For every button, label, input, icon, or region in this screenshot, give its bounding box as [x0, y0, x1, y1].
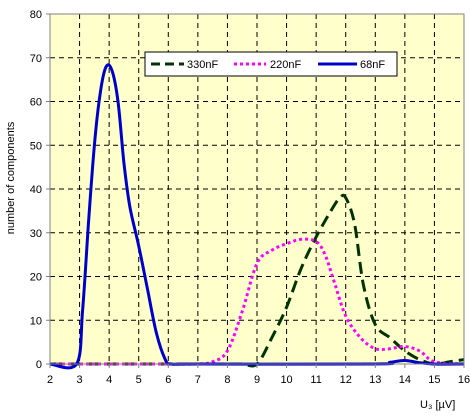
- x-tick-label: 7: [195, 374, 201, 386]
- x-tick-label: 16: [458, 374, 470, 386]
- y-tick-label: 20: [30, 272, 42, 284]
- x-tick-label: 12: [340, 374, 352, 386]
- y-axis-label: number of components: [5, 121, 17, 234]
- y-tick-label: 70: [30, 53, 42, 65]
- y-tick-label: 50: [30, 140, 42, 152]
- x-tick-label: 4: [106, 374, 112, 386]
- x-tick-label: 11: [310, 374, 321, 386]
- legend-label-68nf: 68nF: [360, 59, 385, 71]
- y-axis: 0 10 20 30 40 50 60 70 80: [30, 9, 50, 371]
- x-tick-label: 13: [369, 374, 381, 386]
- y-tick-label: 80: [30, 9, 42, 21]
- legend-label-220nf: 220nF: [270, 59, 301, 71]
- y-tick-label: 10: [30, 315, 42, 327]
- y-tick-label: 30: [30, 228, 42, 240]
- x-tick-label: 5: [136, 374, 142, 386]
- x-tick-label: 15: [428, 374, 440, 386]
- x-tick-label: 8: [224, 374, 230, 386]
- x-tick-label: 6: [165, 374, 171, 386]
- x-tick-label: 2: [47, 374, 53, 386]
- y-tick-label: 0: [36, 359, 42, 371]
- x-axis-label: U₃ [µV]: [420, 399, 455, 411]
- x-tick-label: 10: [280, 374, 292, 386]
- x-tick-label: 14: [399, 374, 411, 386]
- x-tick-label: 3: [77, 374, 83, 386]
- x-axis: 2 3 4 5 6 7 8 9 10 11 12 13 14 15 16: [47, 364, 470, 386]
- series-line-68nf: [49, 63, 465, 370]
- y-tick-label: 60: [30, 97, 42, 109]
- y-tick-label: 40: [30, 184, 42, 196]
- legend-label-330nf: 330nF: [187, 59, 218, 71]
- legend: 330nF 220nF 68nF: [144, 51, 398, 77]
- x-tick-label: 9: [254, 374, 260, 386]
